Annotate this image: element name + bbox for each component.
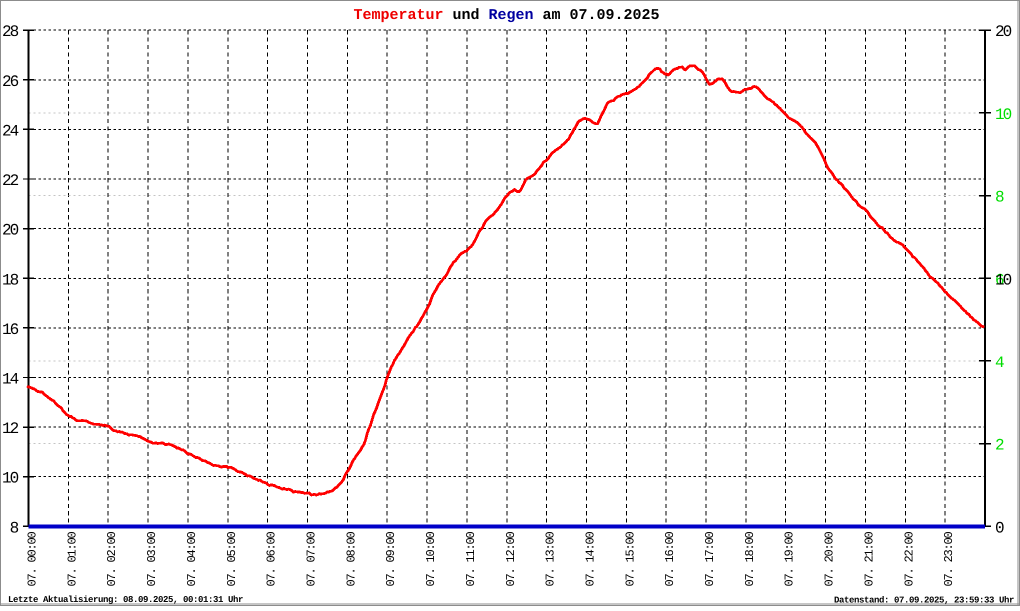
svg-text:07. 02:00: 07. 02:00 xyxy=(105,532,119,587)
svg-text:28: 28 xyxy=(2,23,19,41)
svg-text:24: 24 xyxy=(2,122,19,140)
svg-text:07. 15:00: 07. 15:00 xyxy=(623,532,637,587)
svg-text:07. 19:00: 07. 19:00 xyxy=(783,532,797,587)
svg-text:07. 17:00: 07. 17:00 xyxy=(703,532,717,587)
svg-text:07. 14:00: 07. 14:00 xyxy=(583,532,597,587)
svg-text:07. 22:00: 07. 22:00 xyxy=(902,532,916,587)
svg-text:07. 09:00: 07. 09:00 xyxy=(384,532,398,587)
svg-text:07. 01:00: 07. 01:00 xyxy=(65,532,79,587)
svg-text:26: 26 xyxy=(2,73,19,91)
svg-text:4: 4 xyxy=(995,354,1004,372)
svg-text:10: 10 xyxy=(995,106,1012,124)
svg-text:07. 08:00: 07. 08:00 xyxy=(344,532,358,587)
svg-text:2: 2 xyxy=(995,437,1004,455)
svg-text:18: 18 xyxy=(2,271,19,289)
svg-text:07. 07:00: 07. 07:00 xyxy=(304,532,318,587)
svg-text:07. 23:00: 07. 23:00 xyxy=(942,532,956,587)
svg-text:Temperatur und Regen am 07.09.: Temperatur und Regen am 07.09.2025 xyxy=(353,7,659,24)
svg-text:07. 03:00: 07. 03:00 xyxy=(145,532,159,587)
svg-text:16: 16 xyxy=(2,321,19,339)
svg-text:8: 8 xyxy=(10,519,19,537)
svg-text:0: 0 xyxy=(995,519,1004,537)
svg-text:07. 12:00: 07. 12:00 xyxy=(504,532,518,587)
svg-text:07. 18:00: 07. 18:00 xyxy=(743,532,757,587)
svg-text:07. 06:00: 07. 06:00 xyxy=(265,532,279,587)
svg-text:07. 10:00: 07. 10:00 xyxy=(424,532,438,587)
svg-text:10: 10 xyxy=(2,470,19,488)
svg-text:Letzte Aktualisierung: 08.09.2: Letzte Aktualisierung: 08.09.2025, 00:01… xyxy=(8,595,243,605)
svg-text:20: 20 xyxy=(2,222,19,240)
svg-text:07. 20:00: 07. 20:00 xyxy=(823,532,837,587)
svg-text:8: 8 xyxy=(995,189,1004,207)
svg-text:07. 05:00: 07. 05:00 xyxy=(225,532,239,587)
svg-text:07. 13:00: 07. 13:00 xyxy=(544,532,558,587)
svg-text:07. 00:00: 07. 00:00 xyxy=(26,532,40,587)
svg-text:07. 11:00: 07. 11:00 xyxy=(464,532,478,587)
svg-text:12: 12 xyxy=(2,420,19,438)
svg-text:07. 16:00: 07. 16:00 xyxy=(663,532,677,587)
svg-text:22: 22 xyxy=(2,172,19,190)
svg-text:20: 20 xyxy=(995,23,1012,41)
svg-text:07. 04:00: 07. 04:00 xyxy=(185,532,199,587)
svg-text:14: 14 xyxy=(2,370,19,388)
svg-text:Datenstand: 07.09.2025, 23:59:: Datenstand: 07.09.2025, 23:59:33 Uhr xyxy=(834,596,1014,606)
svg-text:07. 21:00: 07. 21:00 xyxy=(862,532,876,587)
svg-text:6: 6 xyxy=(995,271,1004,289)
svg-text:10: 10 xyxy=(995,271,1012,289)
